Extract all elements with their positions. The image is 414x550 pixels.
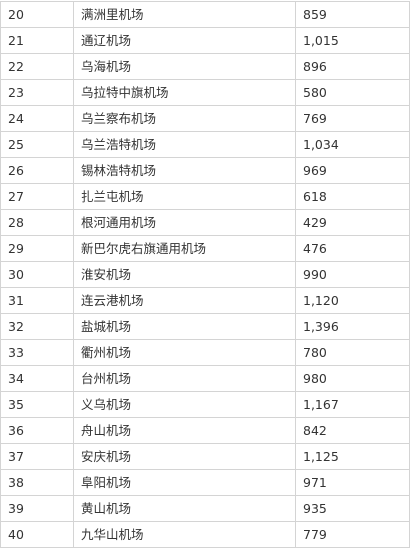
table-row: 20 满洲里机场 859 (0, 1, 410, 28)
value-cell: 980 (295, 365, 410, 392)
value-cell: 1,120 (295, 287, 410, 314)
airport-name-cell: 新巴尔虎右旗通用机场 (73, 235, 296, 262)
table-row: 22 乌海机场 896 (0, 53, 410, 80)
airport-name-cell: 乌兰浩特机场 (73, 131, 296, 158)
airport-name-cell: 盐城机场 (73, 313, 296, 340)
table-row: 36 舟山机场 842 (0, 417, 410, 444)
airport-name-cell: 舟山机场 (73, 417, 296, 444)
airport-name-cell: 根河通用机场 (73, 209, 296, 236)
value-cell: 896 (295, 53, 410, 80)
airport-name-cell: 扎兰屯机场 (73, 183, 296, 210)
value-cell: 779 (295, 521, 410, 548)
value-cell: 935 (295, 495, 410, 522)
table-row: 35 义乌机场 1,167 (0, 391, 410, 418)
airport-name-cell: 九华山机场 (73, 521, 296, 548)
value-cell: 1,034 (295, 131, 410, 158)
value-cell: 842 (295, 417, 410, 444)
rank-cell: 31 (0, 287, 74, 314)
airport-name-cell: 衢州机场 (73, 339, 296, 366)
rank-cell: 29 (0, 235, 74, 262)
rank-cell: 22 (0, 53, 74, 80)
value-cell: 476 (295, 235, 410, 262)
table-row: 29 新巴尔虎右旗通用机场 476 (0, 235, 410, 262)
table-row: 37 安庆机场 1,125 (0, 443, 410, 470)
rank-cell: 28 (0, 209, 74, 236)
table-row: 24 乌兰察布机场 769 (0, 105, 410, 132)
airport-name-cell: 连云港机场 (73, 287, 296, 314)
rank-cell: 27 (0, 183, 74, 210)
table-row: 32 盐城机场 1,396 (0, 313, 410, 340)
value-cell: 580 (295, 79, 410, 106)
value-cell: 971 (295, 469, 410, 496)
rank-cell: 40 (0, 521, 74, 548)
rank-cell: 24 (0, 105, 74, 132)
value-cell: 618 (295, 183, 410, 210)
table-row: 23 乌拉特中旗机场 580 (0, 79, 410, 106)
value-cell: 1,125 (295, 443, 410, 470)
table-row: 31 连云港机场 1,120 (0, 287, 410, 314)
table-row: 40 九华山机场 779 (0, 521, 410, 548)
rank-cell: 39 (0, 495, 74, 522)
value-cell: 1,167 (295, 391, 410, 418)
table-row: 27 扎兰屯机场 618 (0, 183, 410, 210)
rank-cell: 38 (0, 469, 74, 496)
airport-name-cell: 乌拉特中旗机场 (73, 79, 296, 106)
rank-cell: 35 (0, 391, 74, 418)
airport-name-cell: 锡林浩特机场 (73, 157, 296, 184)
table-row: 30 淮安机场 990 (0, 261, 410, 288)
airport-name-cell: 乌海机场 (73, 53, 296, 80)
value-cell: 969 (295, 157, 410, 184)
table-row: 21 通辽机场 1,015 (0, 27, 410, 54)
table-row: 28 根河通用机场 429 (0, 209, 410, 236)
value-cell: 1,396 (295, 313, 410, 340)
airport-name-cell: 阜阳机场 (73, 469, 296, 496)
airport-name-cell: 安庆机场 (73, 443, 296, 470)
rank-cell: 20 (0, 1, 74, 28)
table-row: 25 乌兰浩特机场 1,034 (0, 131, 410, 158)
airport-name-cell: 通辽机场 (73, 27, 296, 54)
value-cell: 990 (295, 261, 410, 288)
rank-cell: 21 (0, 27, 74, 54)
airport-name-cell: 台州机场 (73, 365, 296, 392)
value-cell: 780 (295, 339, 410, 366)
table-row: 26 锡林浩特机场 969 (0, 157, 410, 184)
value-cell: 769 (295, 105, 410, 132)
airport-name-cell: 淮安机场 (73, 261, 296, 288)
airport-name-cell: 义乌机场 (73, 391, 296, 418)
rank-cell: 30 (0, 261, 74, 288)
rank-cell: 34 (0, 365, 74, 392)
rank-cell: 33 (0, 339, 74, 366)
value-cell: 1,015 (295, 27, 410, 54)
airport-name-cell: 乌兰察布机场 (73, 105, 296, 132)
rank-cell: 32 (0, 313, 74, 340)
table-row: 39 黄山机场 935 (0, 495, 410, 522)
rank-cell: 26 (0, 157, 74, 184)
table-row: 33 衢州机场 780 (0, 339, 410, 366)
rank-cell: 36 (0, 417, 74, 444)
rank-cell: 37 (0, 443, 74, 470)
rank-cell: 23 (0, 79, 74, 106)
table-row: 34 台州机场 980 (0, 365, 410, 392)
value-cell: 429 (295, 209, 410, 236)
airport-name-cell: 满洲里机场 (73, 1, 296, 28)
value-cell: 859 (295, 1, 410, 28)
table-row: 38 阜阳机场 971 (0, 469, 410, 496)
rank-cell: 25 (0, 131, 74, 158)
airport-name-cell: 黄山机场 (73, 495, 296, 522)
